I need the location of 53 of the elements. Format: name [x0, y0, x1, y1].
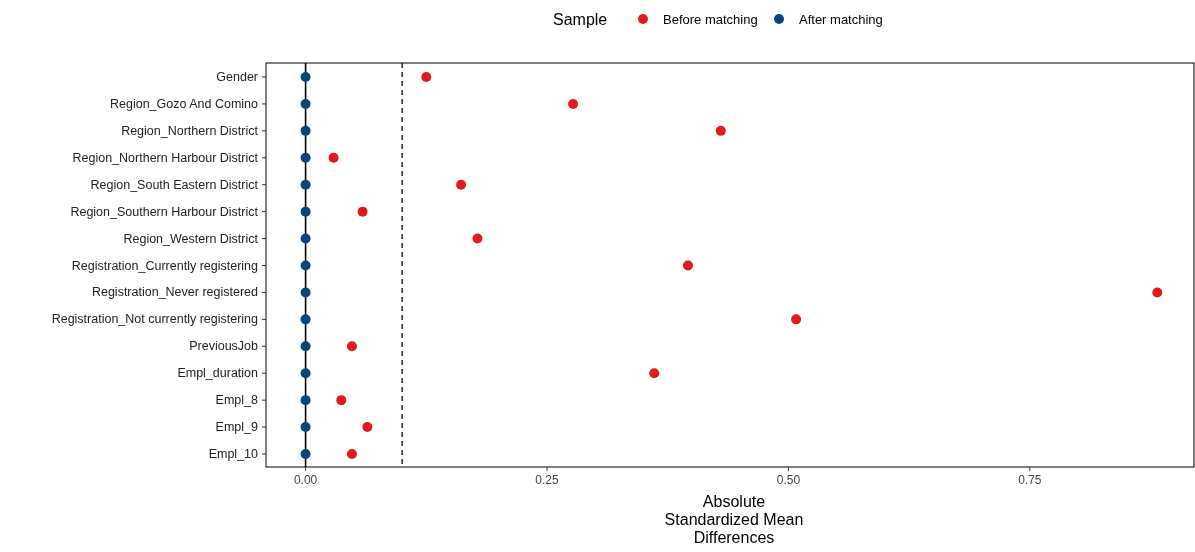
point — [300, 206, 311, 217]
y-tick-label: PreviousJob — [189, 339, 259, 354]
y-tick-label: Empl_9 — [215, 420, 259, 435]
y-tick-label: Region_Gozo And Comino — [109, 96, 259, 111]
y-tick-label: Region_Northern District — [121, 123, 259, 138]
y-tick-label: Region_South Eastern District — [90, 177, 259, 192]
y-tick-label: Empl_10 — [208, 447, 259, 461]
y-tick-label: Region_Northern Harbour District — [72, 150, 259, 165]
point — [300, 449, 311, 459]
legend-title: Sample — [553, 11, 608, 28]
point — [300, 287, 311, 298]
point — [568, 98, 579, 109]
point — [682, 260, 693, 271]
legend-label: Before matching — [663, 12, 758, 27]
point — [328, 152, 339, 163]
point — [300, 395, 311, 406]
point — [300, 260, 311, 271]
x-tick-label: 0.25 — [535, 473, 560, 487]
x-tick-label: 0.50 — [776, 473, 801, 487]
point — [346, 449, 357, 459]
point — [456, 179, 467, 190]
point — [300, 125, 311, 136]
x-tick-label: 0.75 — [1018, 473, 1042, 487]
point — [300, 341, 311, 352]
point — [300, 72, 311, 82]
point — [362, 422, 373, 433]
y-tick-label: Gender — [216, 70, 258, 84]
point — [357, 206, 368, 217]
point — [649, 368, 660, 379]
y-tick-label: Empl_duration — [177, 366, 259, 381]
point — [300, 422, 311, 433]
y-tick-label: Empl_8 — [215, 393, 259, 408]
point — [336, 395, 347, 406]
y-tick-label: Registration_Currently registering — [71, 258, 259, 273]
legend-label: After matching — [799, 12, 883, 27]
point — [421, 72, 432, 82]
point — [300, 233, 311, 244]
y-tick-label: Region_Western District — [123, 231, 259, 246]
point — [791, 314, 802, 325]
point — [300, 314, 311, 325]
point — [300, 98, 311, 109]
point — [715, 125, 726, 136]
x-tick-label: 0.00 — [293, 473, 318, 487]
y-tick-label: Registration_Not currently registering — [51, 312, 259, 327]
x-axis-title: Absolute Standardized Mean Differences — [664, 493, 804, 546]
point — [300, 179, 311, 190]
point — [346, 341, 357, 352]
point — [300, 152, 311, 163]
point — [1152, 287, 1163, 298]
y-tick-label: Registration_Never registered — [91, 285, 259, 300]
y-tick-label: Region_Southern Harbour District — [70, 204, 259, 219]
point — [300, 368, 311, 379]
point — [472, 233, 483, 244]
